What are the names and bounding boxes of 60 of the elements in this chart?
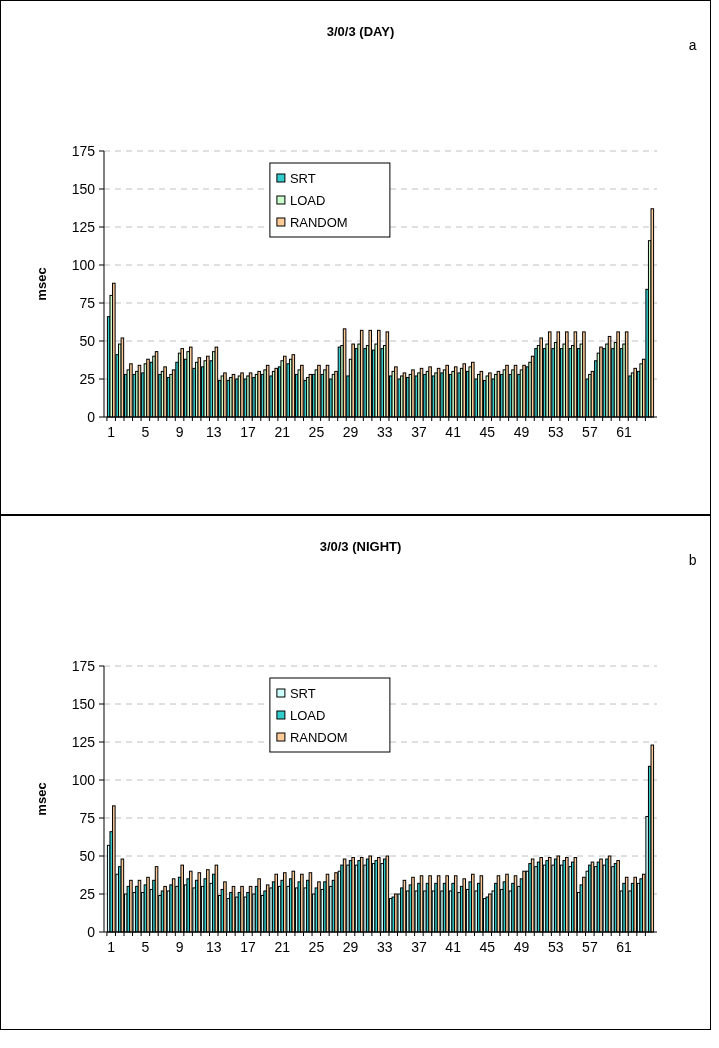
y-tick-label: 150 — [71, 695, 96, 712]
x-tick-label: 29 — [342, 424, 359, 440]
y-axis-title: msec — [34, 782, 49, 816]
y-tick-label: 150 — [71, 180, 96, 197]
x-tick-label: 37 — [411, 424, 427, 440]
y-tick-label: 100 — [71, 771, 96, 788]
y-tick-label: 50 — [79, 847, 96, 864]
x-tick-label: 9 — [175, 939, 184, 955]
legend-label: SRT — [289, 685, 316, 701]
text: a — [688, 38, 697, 54]
y-tick-label: 125 — [71, 218, 96, 235]
x-tick-label: 25 — [308, 424, 325, 440]
x-tick-label: 45 — [479, 424, 496, 440]
x-tick-label: 17 — [240, 939, 257, 955]
x-tick-label: 37 — [411, 939, 427, 955]
x-tick-label: 5 — [141, 424, 150, 440]
text: b — [688, 553, 697, 569]
legend-label: RANDOM — [289, 214, 348, 230]
y-tick-label: 175 — [71, 657, 96, 674]
x-tick-label: 57 — [582, 424, 598, 440]
x-tick-label: 21 — [274, 424, 291, 440]
y-tick-label: 50 — [79, 332, 96, 349]
x-tick-label: 57 — [582, 939, 598, 955]
y-tick-label: 75 — [79, 294, 96, 311]
chart-title: 3/0/3 (DAY) — [326, 24, 395, 39]
y-tick-label: 0 — [87, 923, 96, 940]
legend-label: LOAD — [289, 192, 326, 208]
x-tick-label: 5 — [141, 939, 150, 955]
y-tick-label: 175 — [71, 142, 96, 159]
x-tick-label: 33 — [376, 939, 393, 955]
x-tick-label: 21 — [274, 939, 291, 955]
x-tick-label: 41 — [445, 424, 462, 440]
x-tick-label: 13 — [206, 424, 222, 440]
x-tick-label: 61 — [616, 424, 633, 440]
x-tick-label: 25 — [308, 939, 325, 955]
x-tick-label: 45 — [479, 939, 496, 955]
x-tick-label: 33 — [376, 424, 393, 440]
x-tick-label: 1 — [107, 424, 116, 440]
x-tick-label: 17 — [240, 424, 257, 440]
x-tick-label: 1 — [107, 939, 116, 955]
x-tick-label: 29 — [342, 939, 359, 955]
x-tick-label: 61 — [616, 939, 633, 955]
y-tick-label: 125 — [71, 733, 96, 750]
y-tick-label: 0 — [87, 408, 96, 425]
y-axis-title: msec — [34, 267, 49, 301]
y-tick-label: 100 — [71, 256, 96, 273]
x-tick-label: 53 — [547, 424, 564, 440]
x-tick-label: 41 — [445, 939, 462, 955]
x-tick-label: 49 — [513, 424, 530, 440]
legend-label: SRT — [289, 170, 316, 186]
legend-label: RANDOM — [289, 729, 348, 745]
x-tick-label: 9 — [175, 424, 184, 440]
y-tick-label: 75 — [79, 809, 96, 826]
x-tick-label: 53 — [547, 939, 564, 955]
legend-label: LOAD — [289, 707, 326, 723]
y-tick-label: 25 — [79, 370, 96, 387]
x-tick-label: 49 — [513, 939, 530, 955]
y-tick-label: 25 — [79, 885, 96, 902]
x-tick-label: 13 — [206, 939, 222, 955]
chart-title: 3/0/3 (NIGHT) — [319, 539, 402, 554]
